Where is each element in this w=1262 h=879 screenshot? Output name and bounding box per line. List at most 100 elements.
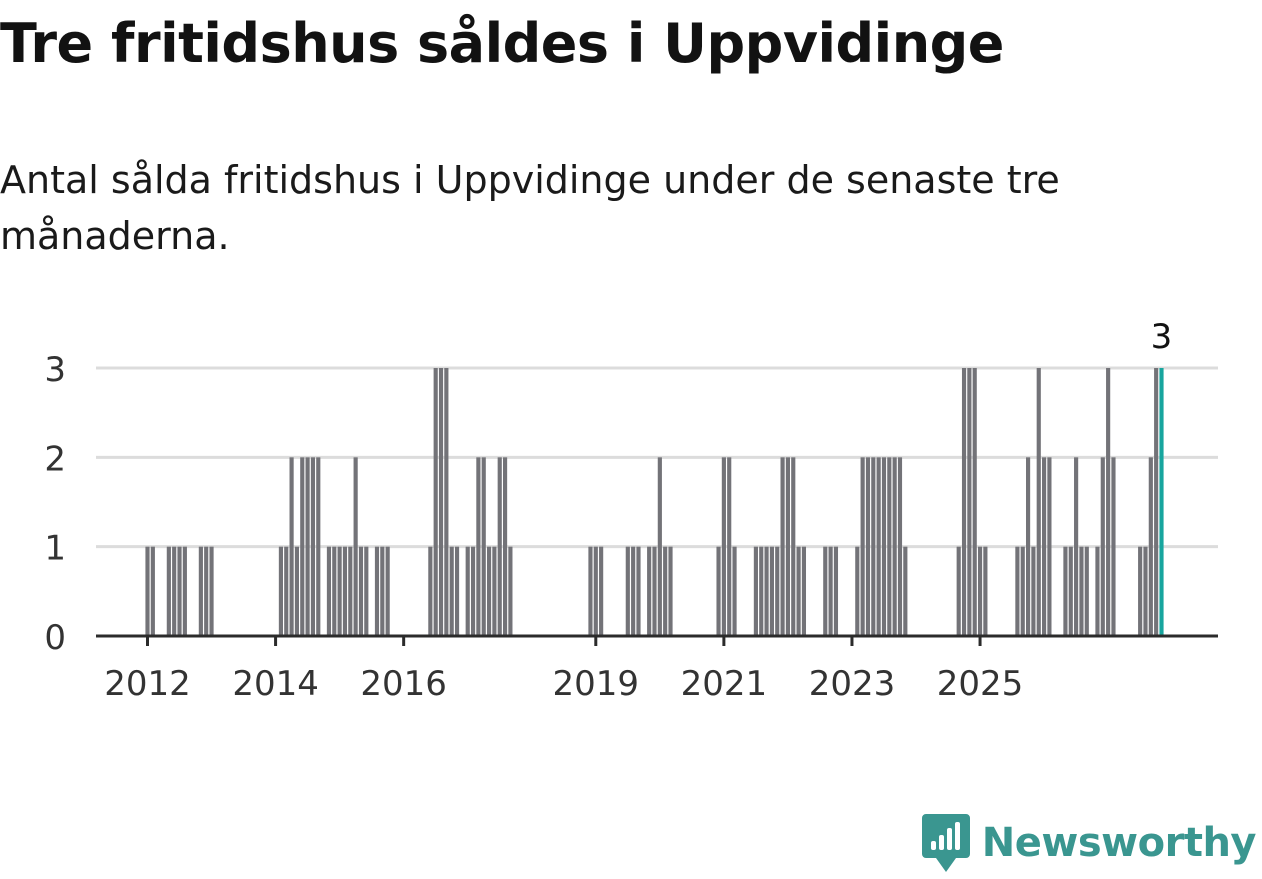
bar bbox=[385, 546, 390, 636]
bar bbox=[284, 546, 289, 636]
x-axis-ticks: 2012 2014 2016 2019 2021 2023 2025 bbox=[104, 636, 1023, 704]
bar bbox=[1036, 368, 1041, 636]
bar bbox=[449, 546, 454, 636]
bar bbox=[647, 546, 652, 636]
bar bbox=[380, 546, 385, 636]
y-tick-label: 1 bbox=[44, 529, 66, 569]
bar bbox=[204, 546, 209, 636]
bar bbox=[486, 546, 492, 636]
bar bbox=[897, 457, 903, 636]
newsworthy-logo: Newsworthy bbox=[921, 813, 1257, 873]
bar bbox=[1138, 546, 1143, 636]
x-tick-label: 2016 bbox=[360, 664, 447, 704]
bar bbox=[759, 546, 764, 636]
bar bbox=[1015, 546, 1020, 636]
bar bbox=[657, 457, 662, 636]
bar bbox=[716, 546, 721, 636]
y-tick-label: 2 bbox=[44, 439, 66, 479]
bar bbox=[663, 546, 668, 636]
bar bbox=[823, 546, 828, 636]
bar bbox=[828, 546, 833, 636]
bar bbox=[1084, 546, 1089, 636]
bar bbox=[753, 546, 758, 636]
bar bbox=[476, 457, 481, 636]
bar bbox=[177, 546, 182, 636]
bar bbox=[209, 546, 214, 636]
bar bbox=[1095, 546, 1100, 636]
bar bbox=[1068, 546, 1073, 636]
bar bbox=[465, 546, 470, 636]
bar bbox=[172, 546, 177, 636]
bar bbox=[497, 457, 502, 636]
bar bbox=[337, 546, 342, 636]
x-tick-label: 2012 bbox=[104, 664, 191, 704]
bar bbox=[983, 546, 988, 636]
bar bbox=[1031, 546, 1036, 636]
bar bbox=[444, 368, 449, 636]
bar bbox=[599, 546, 604, 636]
bar bbox=[300, 457, 305, 636]
bar bbox=[791, 457, 796, 636]
bar bbox=[342, 546, 348, 636]
bar bbox=[1100, 457, 1105, 636]
bar bbox=[1026, 457, 1031, 636]
bar bbox=[454, 546, 460, 636]
bar bbox=[481, 457, 486, 636]
bar bbox=[764, 546, 769, 636]
bar bbox=[972, 368, 977, 636]
bar bbox=[278, 546, 283, 636]
bar bbox=[310, 457, 316, 636]
bar bbox=[364, 546, 369, 636]
bar bbox=[145, 546, 150, 636]
bar bbox=[855, 546, 860, 636]
bar bbox=[727, 457, 732, 636]
bar bbox=[1042, 457, 1047, 636]
bar bbox=[625, 546, 630, 636]
bar bbox=[721, 457, 726, 636]
bar bbox=[796, 546, 801, 636]
bar bbox=[1020, 546, 1025, 636]
bar bbox=[881, 457, 887, 636]
chart-title: Tre fritidshus såldes i Uppvidinge bbox=[0, 12, 1004, 75]
bar bbox=[150, 546, 155, 636]
bar bbox=[801, 546, 807, 636]
bar bbox=[1106, 368, 1111, 636]
bar bbox=[438, 368, 444, 636]
newsworthy-logo-icon bbox=[921, 814, 970, 872]
bar bbox=[961, 368, 967, 636]
bar bbox=[166, 546, 171, 636]
bar bbox=[833, 546, 839, 636]
bar bbox=[428, 546, 433, 636]
bars bbox=[145, 368, 1164, 636]
bar bbox=[967, 368, 972, 636]
highlight-value-label: 3 bbox=[1151, 317, 1173, 357]
x-tick-label: 2021 bbox=[681, 664, 768, 704]
bar bbox=[1154, 368, 1159, 636]
bar bbox=[353, 457, 358, 636]
bar bbox=[876, 457, 881, 636]
bar bbox=[668, 546, 673, 636]
x-tick-label: 2023 bbox=[809, 664, 896, 704]
bar bbox=[652, 546, 657, 636]
bar bbox=[182, 546, 187, 636]
chart-subtitle: Antal sålda fritidshus i Uppvidinge unde… bbox=[0, 158, 1060, 258]
bar bbox=[198, 546, 203, 636]
bar bbox=[1047, 457, 1052, 636]
bar bbox=[470, 546, 476, 636]
y-tick-label: 0 bbox=[44, 618, 66, 658]
bar bbox=[1063, 546, 1068, 636]
bar bbox=[775, 546, 780, 636]
bar bbox=[887, 457, 892, 636]
bar-highlight bbox=[1159, 368, 1164, 636]
bar bbox=[1148, 457, 1153, 636]
x-tick-label: 2025 bbox=[937, 664, 1024, 704]
bar bbox=[326, 546, 332, 636]
bar bbox=[860, 457, 865, 636]
bar bbox=[348, 546, 353, 636]
x-tick-label: 2014 bbox=[232, 664, 319, 704]
gridlines bbox=[96, 366, 1218, 549]
bar bbox=[588, 546, 593, 636]
bar bbox=[492, 546, 497, 636]
bar bbox=[332, 546, 337, 636]
